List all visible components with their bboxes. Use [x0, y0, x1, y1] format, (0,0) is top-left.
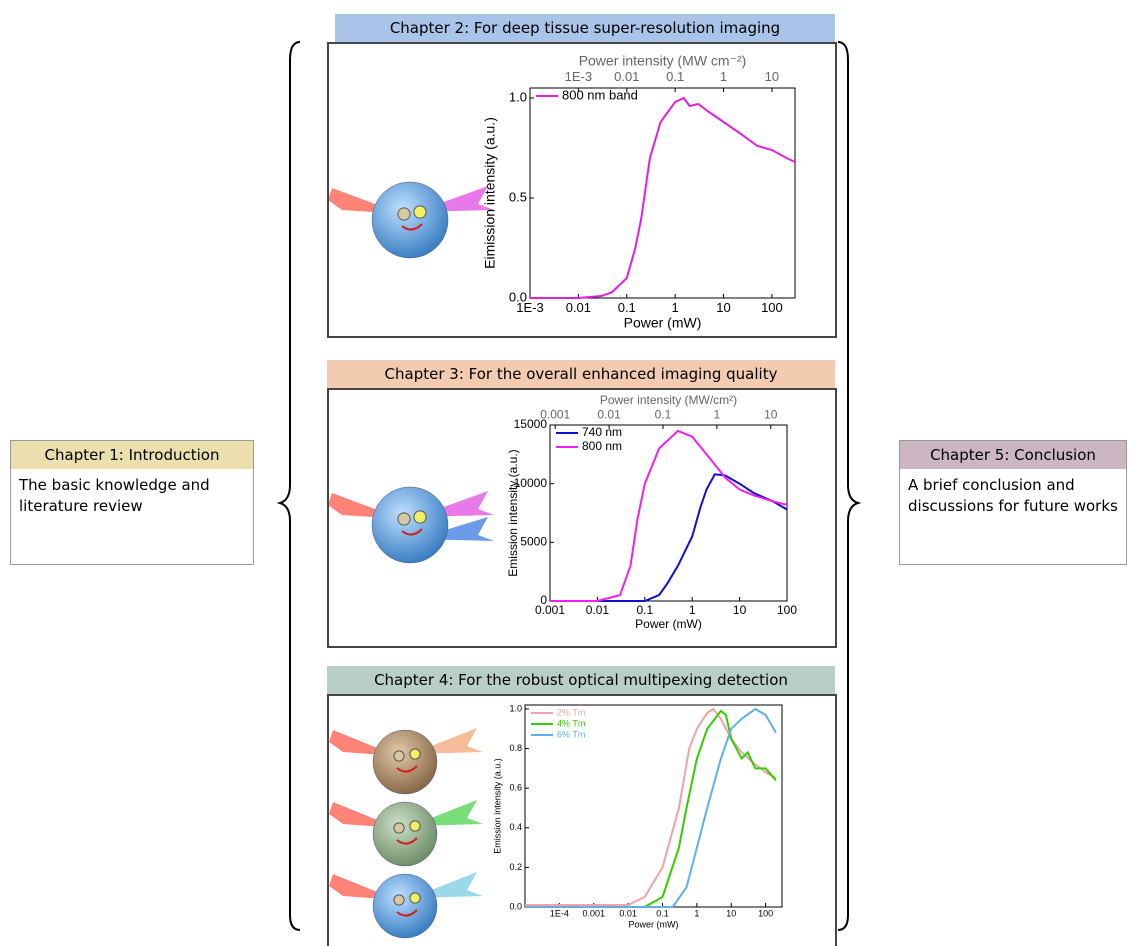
chapter-1-box: Chapter 1: Introduction The basic knowle…: [10, 440, 254, 565]
chapter-4-panel: [327, 694, 837, 946]
chapter-5-box: Chapter 5: Conclusion A brief conclusion…: [899, 440, 1127, 565]
chapter-5-title: Chapter 5: Conclusion: [900, 441, 1126, 469]
chapter-1-text: The basic knowledge and literature revie…: [11, 469, 253, 523]
chapter-1-title: Chapter 1: Introduction: [11, 441, 253, 469]
right-brace: [838, 42, 858, 930]
page: 0.00.51.01E-30.010.1110100Power (mW)1E-3…: [0, 0, 1129, 940]
chapter-3-title: Chapter 3: For the overall enhanced imag…: [327, 360, 835, 388]
chapter-2-panel: [327, 42, 837, 338]
chapter-2-title: Chapter 2: For deep tissue super-resolut…: [335, 14, 835, 42]
left-brace: [280, 42, 300, 930]
chapter-3-panel: [327, 388, 837, 648]
chapter-4-title: Chapter 4: For the robust optical multip…: [327, 666, 835, 694]
chapter-5-text: A brief conclusion and discussions for f…: [900, 469, 1126, 523]
